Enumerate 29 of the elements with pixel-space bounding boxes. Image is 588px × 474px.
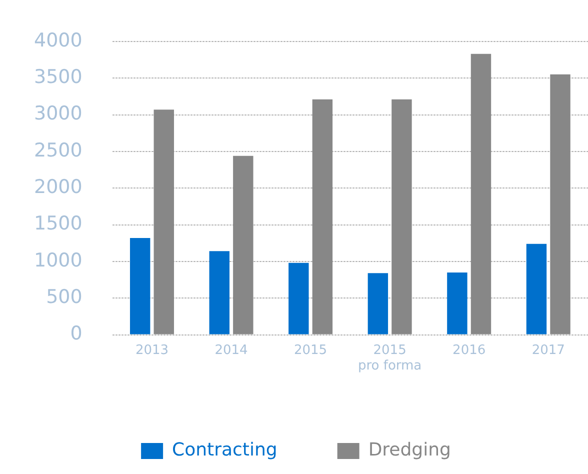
bar bbox=[233, 156, 254, 334]
y-tick-label: 2500 bbox=[34, 139, 82, 162]
y-tick-label: 4000 bbox=[34, 29, 82, 52]
bar bbox=[470, 54, 492, 334]
bar bbox=[288, 262, 309, 334]
bar bbox=[392, 99, 412, 334]
bar bbox=[526, 244, 547, 334]
bar bbox=[209, 251, 230, 334]
y-tick-label: 0 bbox=[70, 322, 82, 345]
bar bbox=[368, 273, 388, 334]
x-tick-label: 2017 bbox=[532, 342, 565, 358]
x-tick-label: 2015 bbox=[294, 342, 328, 358]
bar bbox=[130, 238, 150, 334]
y-tick-label: 3500 bbox=[34, 66, 82, 88]
x-tick-label: 2015 pro forma bbox=[358, 342, 422, 374]
bar bbox=[154, 110, 174, 334]
legend-label: Contracting bbox=[172, 440, 278, 461]
x-tick-label: 2013 bbox=[135, 342, 169, 358]
bar bbox=[550, 74, 570, 334]
legend-label: Dredging bbox=[368, 440, 451, 461]
x-tick-label: 2014 bbox=[214, 342, 248, 358]
bar bbox=[447, 272, 468, 334]
y-tick-label: 3000 bbox=[34, 102, 82, 125]
y-tick-label: 1000 bbox=[34, 249, 82, 272]
y-tick-label: 2000 bbox=[34, 176, 82, 198]
y-tick-label: 500 bbox=[46, 286, 82, 308]
bar bbox=[312, 99, 333, 334]
y-tick-label: 1500 bbox=[34, 212, 82, 235]
x-tick-label: 2016 bbox=[452, 342, 486, 358]
